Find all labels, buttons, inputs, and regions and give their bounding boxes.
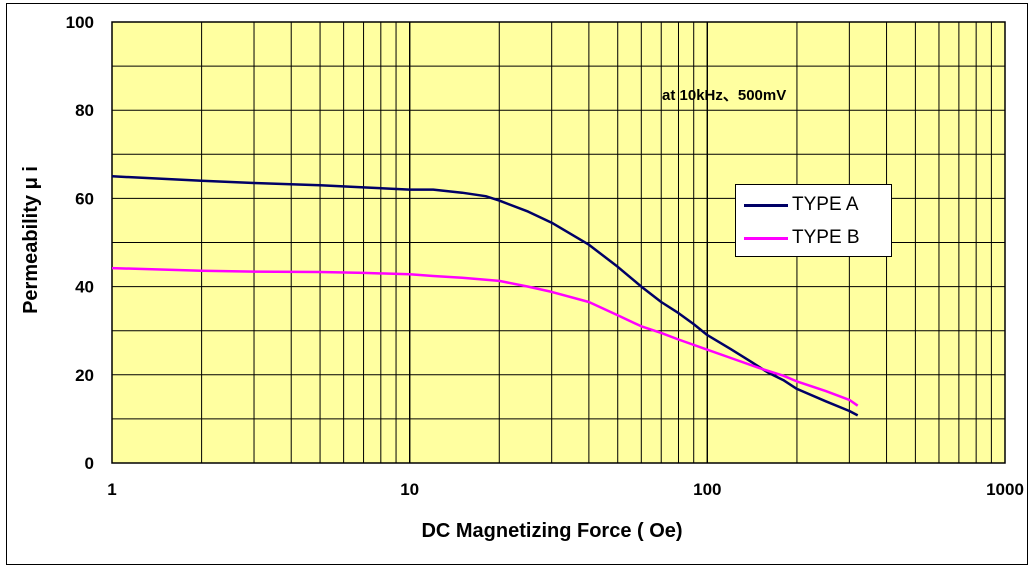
legend-item-type-a: TYPE A [744,191,859,219]
series-lines [111,175,859,417]
x-axis-label: DC Magnetizing Force ( Oe) [421,520,682,542]
y-tick-label: 60 [75,189,94,208]
y-tick-label: 100 [66,13,94,32]
y-tick-label: 20 [75,366,94,385]
x-tick-label: 100 [693,480,721,499]
legend-label-type-b: TYPE B [792,227,860,248]
legend-swatch-type-b [744,236,788,240]
series-line-type-b [111,266,859,407]
legend: TYPE A TYPE B [735,184,892,257]
y-tick-label: 80 [75,101,94,120]
x-tick-label: 10 [400,480,419,499]
series-line-type-a [111,175,859,417]
legend-label-type-a: TYPE A [792,194,859,215]
legend-item-type-b: TYPE B [744,224,860,252]
x-tick-label: 1 [107,480,116,499]
x-tick-label: 1000 [986,480,1024,499]
y-axis-label: Permeability μ i [20,166,42,314]
y-tick-label: 40 [75,278,94,297]
chart-annotation: at 10kHz、500mV [662,87,787,104]
axis-tick-labels: 1 10 100 1000 0 20 40 60 80 100 [66,13,1024,499]
plot-border [111,21,1006,464]
y-tick-label: 0 [85,454,94,473]
legend-swatch-type-a [744,203,788,207]
